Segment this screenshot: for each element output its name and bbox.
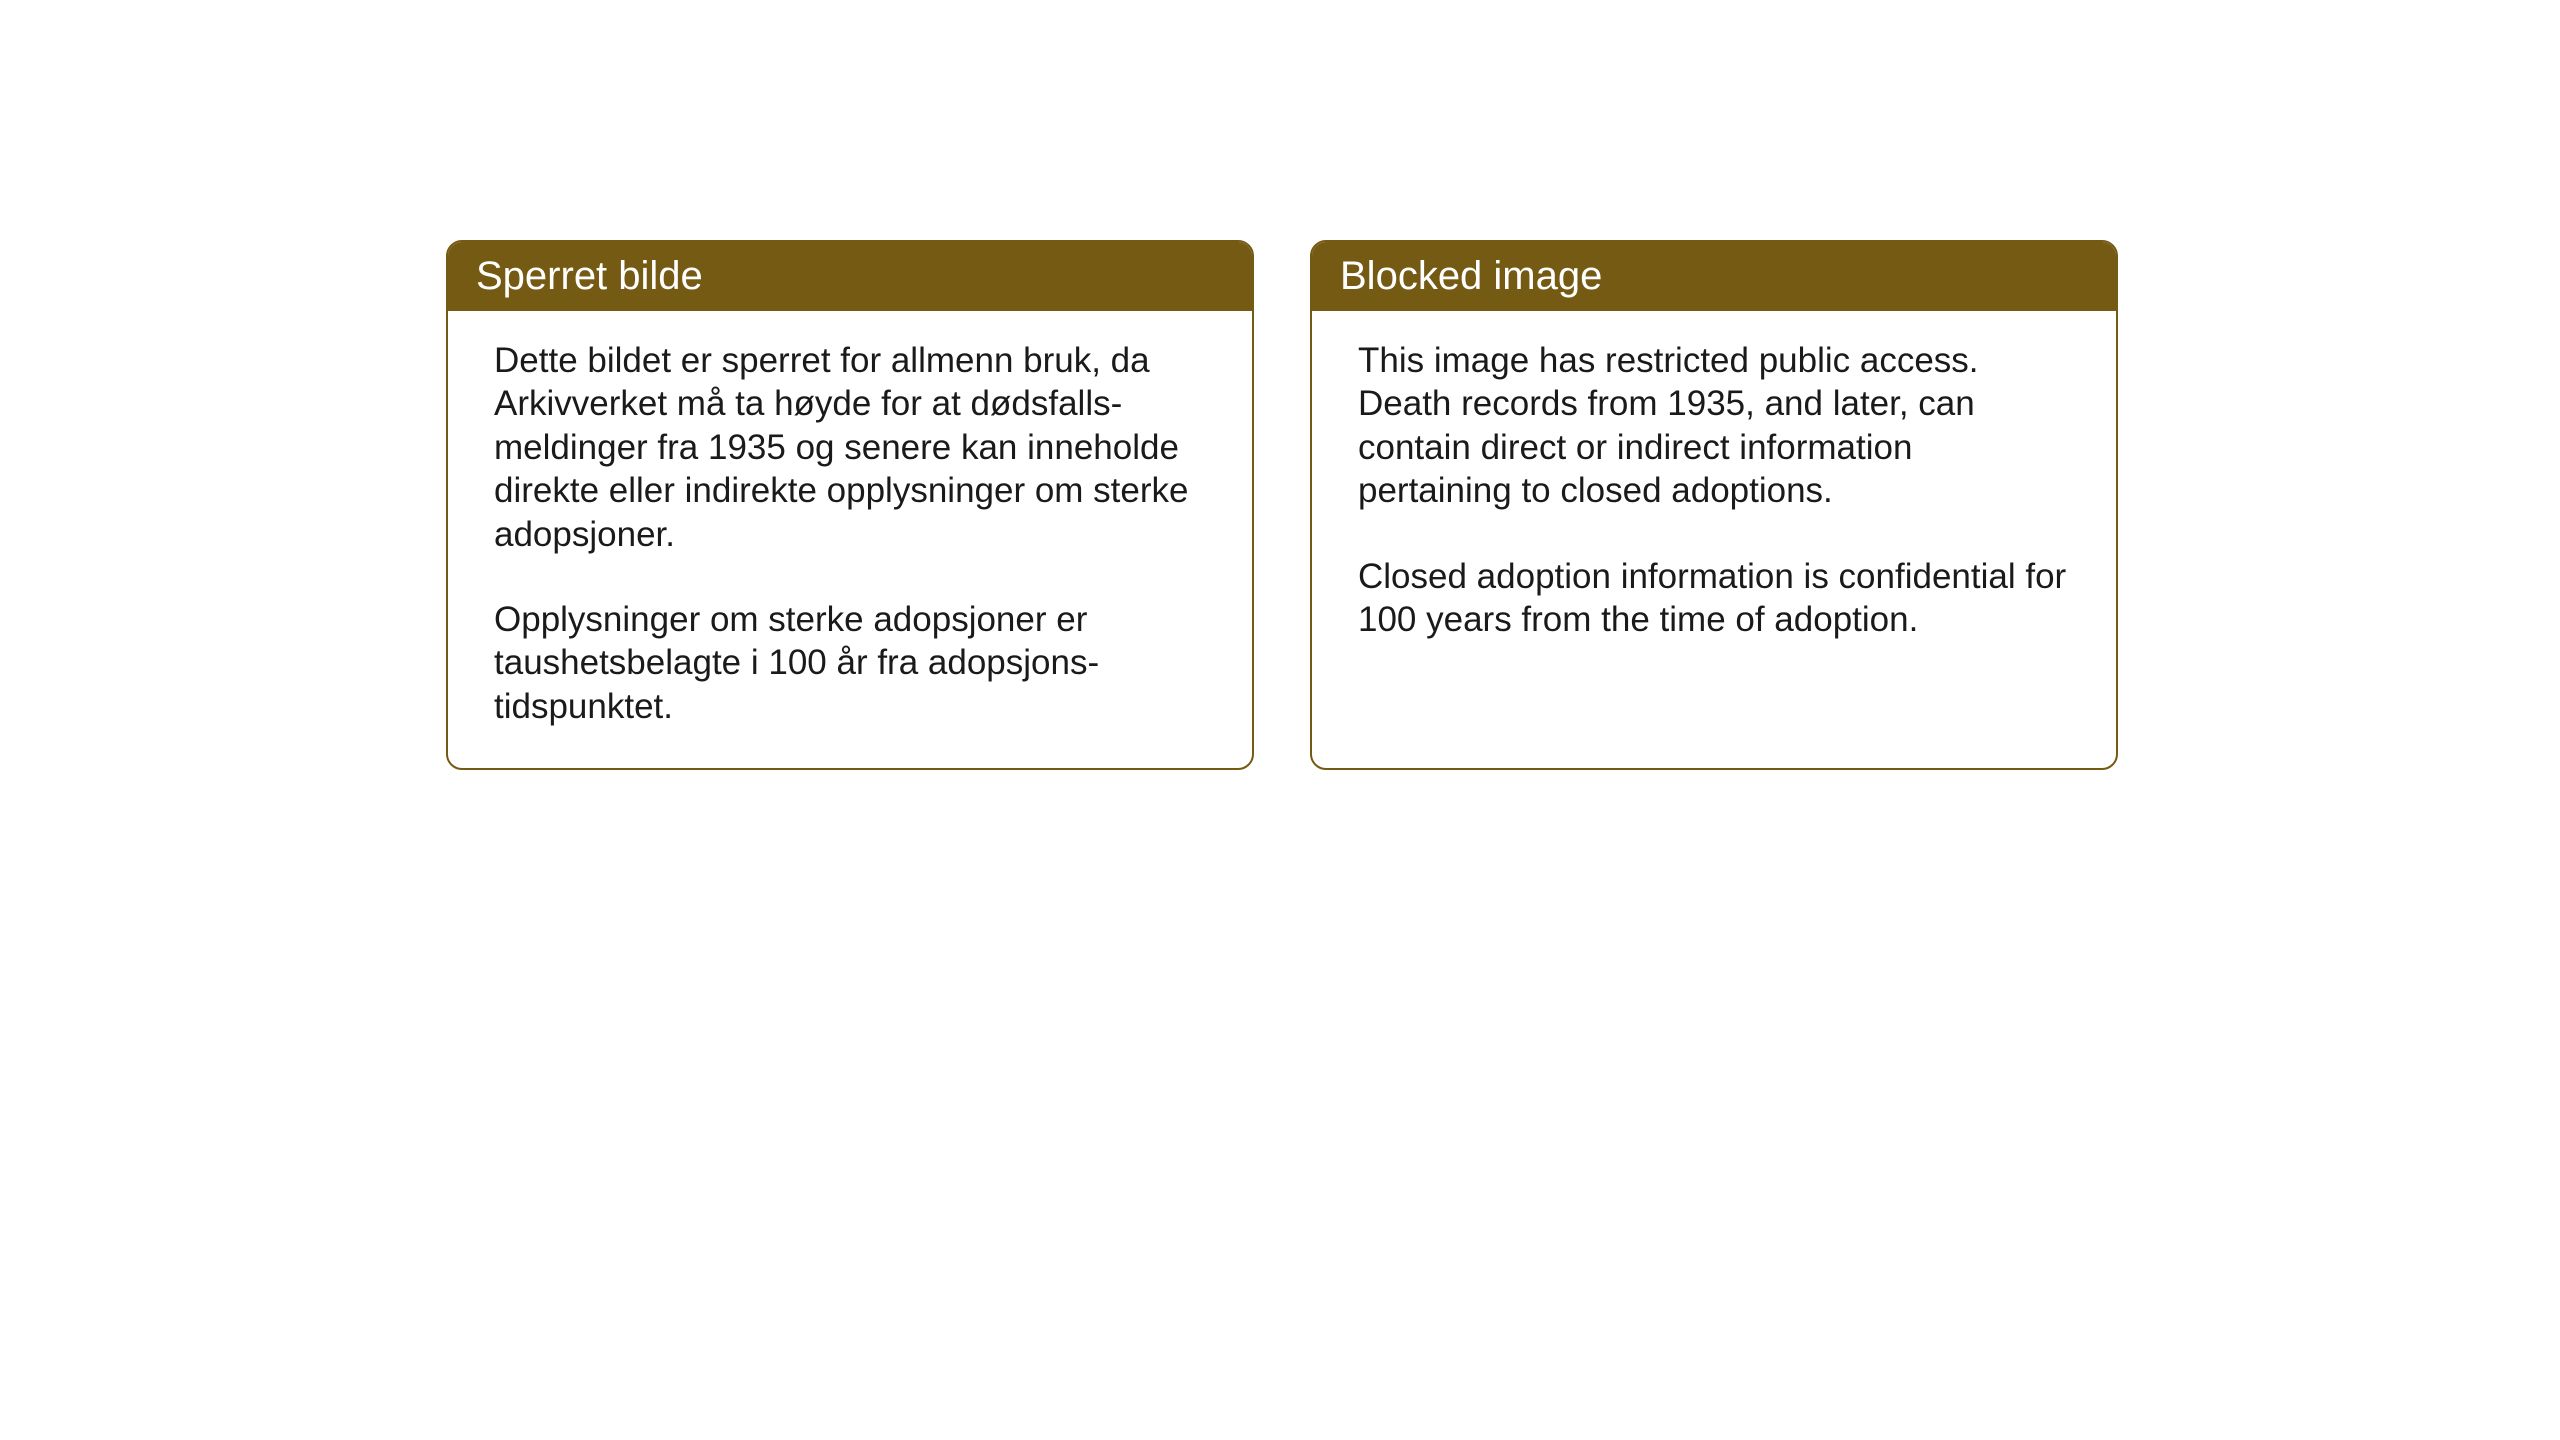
card-title-norwegian: Sperret bilde bbox=[476, 254, 703, 298]
card-norwegian: Sperret bilde Dette bildet er sperret fo… bbox=[446, 240, 1254, 770]
paragraph-2-norwegian: Opplysninger om sterke adopsjoner er tau… bbox=[494, 598, 1206, 728]
card-header-norwegian: Sperret bilde bbox=[448, 242, 1252, 311]
cards-container: Sperret bilde Dette bildet er sperret fo… bbox=[446, 240, 2118, 770]
card-body-norwegian: Dette bildet er sperret for allmenn bruk… bbox=[448, 311, 1252, 768]
paragraph-2-english: Closed adoption information is confident… bbox=[1358, 555, 2070, 642]
paragraph-1-english: This image has restricted public access.… bbox=[1358, 339, 2070, 513]
card-body-english: This image has restricted public access.… bbox=[1312, 311, 2116, 681]
card-english: Blocked image This image has restricted … bbox=[1310, 240, 2118, 770]
card-header-english: Blocked image bbox=[1312, 242, 2116, 311]
paragraph-1-norwegian: Dette bildet er sperret for allmenn bruk… bbox=[494, 339, 1206, 556]
card-title-english: Blocked image bbox=[1340, 254, 1602, 298]
